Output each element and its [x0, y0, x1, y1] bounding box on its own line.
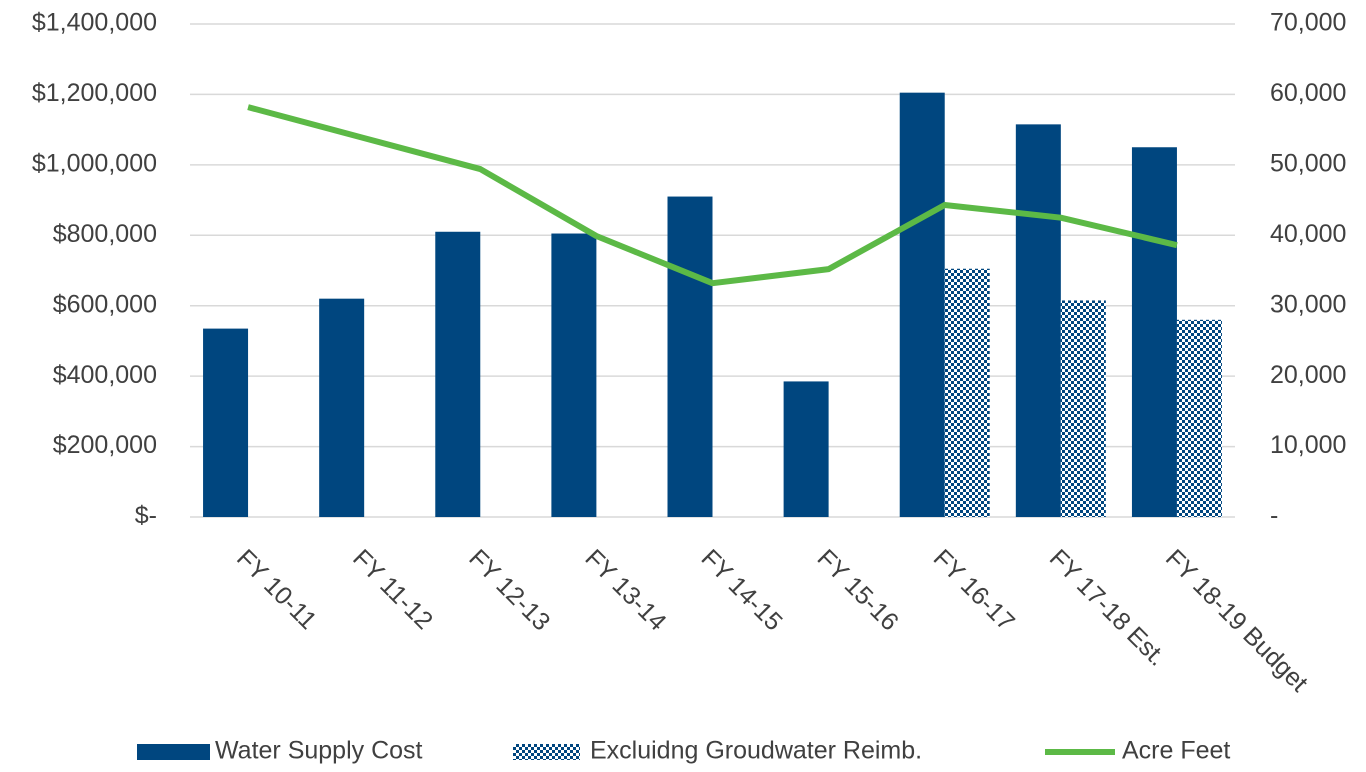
y-tick-label: $600,000	[53, 290, 157, 318]
bar	[551, 233, 597, 517]
x-tick-label: FY 11-12	[347, 544, 438, 635]
y-tick-label: $200,000	[53, 431, 157, 459]
bar	[899, 92, 945, 518]
legend-swatch	[513, 744, 580, 760]
y-tick-label: $1,000,000	[32, 149, 157, 177]
legend-swatch	[137, 744, 210, 760]
y2-tick-label: 10,000	[1270, 431, 1346, 459]
x-tick-label: FY 14-15	[696, 544, 788, 636]
x-tick-label: FY 13-14	[579, 544, 671, 636]
bar	[1176, 319, 1222, 517]
y-tick-label: $400,000	[53, 361, 157, 389]
bar	[319, 298, 365, 517]
y2-tick-label: 50,000	[1270, 149, 1346, 177]
y2-tick-label: 20,000	[1270, 361, 1346, 389]
bar	[944, 268, 990, 517]
y2-tick-label: 70,000	[1270, 9, 1346, 37]
y2-tick-label: -	[1270, 502, 1278, 530]
y-tick-label: $1,400,000	[32, 9, 157, 37]
x-tick-label: FY 12-13	[463, 544, 555, 636]
x-tick-label: FY 18-19 Budget	[1160, 544, 1313, 697]
line-series	[247, 104, 1178, 287]
legend-label: Water Supply Cost	[215, 737, 423, 765]
x-tick-label: FY 15-16	[812, 544, 904, 636]
bar	[435, 231, 481, 517]
x-tick-label: FY 17-18 Est.	[1044, 544, 1172, 672]
bar	[783, 381, 829, 517]
x-tick-label: FY 16-17	[928, 544, 1020, 636]
legend-label: Acre Feet	[1122, 737, 1230, 765]
legend-label: Excluidng Groudwater Reimb.	[590, 737, 922, 765]
bar	[1015, 124, 1061, 517]
y2-tick-label: 30,000	[1270, 290, 1346, 318]
x-tick-label: FY 10-11	[231, 544, 322, 635]
y-tick-label: $1,200,000	[32, 79, 157, 107]
y2-tick-label: 40,000	[1270, 220, 1346, 248]
bar	[203, 328, 249, 517]
bar	[1060, 300, 1106, 517]
y-tick-label: $-	[135, 502, 157, 530]
y-tick-label: $800,000	[53, 220, 157, 248]
y2-tick-label: 60,000	[1270, 79, 1346, 107]
bar	[1131, 147, 1177, 517]
bar	[667, 196, 713, 518]
